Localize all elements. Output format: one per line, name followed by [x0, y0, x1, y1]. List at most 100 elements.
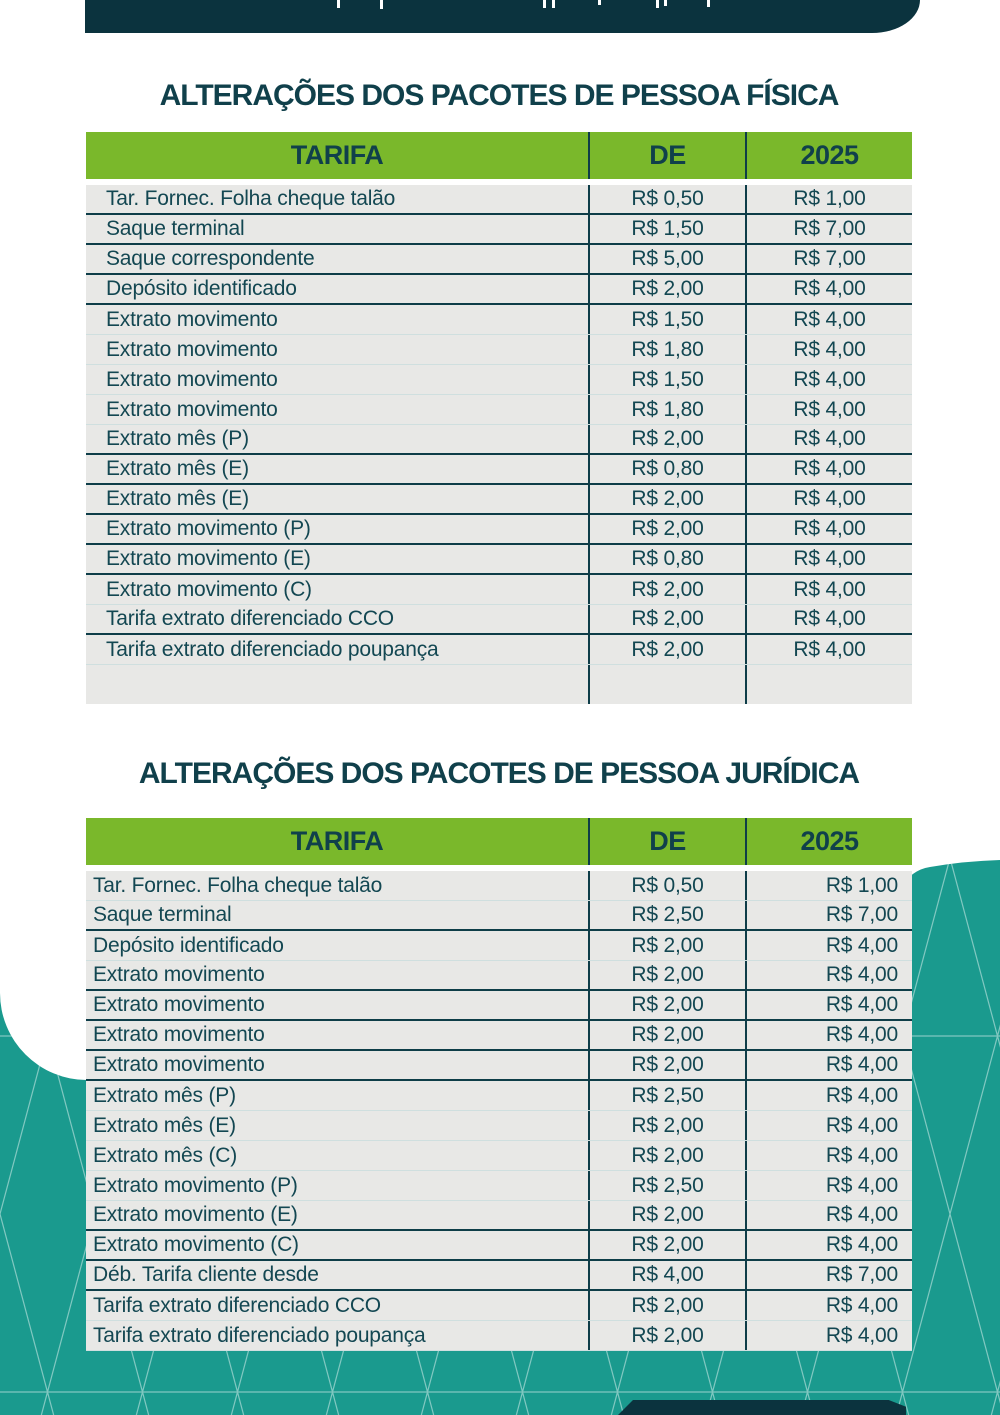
cell-tarifa: Depósito identificado: [93, 933, 284, 957]
table-row: Tarifa extrato diferenciado poupança R$ 2…: [86, 635, 912, 665]
cropped-text-remnant: [598, 0, 601, 5]
cell-tarifa: Extrato movimento (C): [106, 577, 312, 601]
cell-y2025: R$ 4,00: [745, 485, 912, 513]
cell-tarifa: Saque terminal: [93, 903, 232, 926]
cell-de: R$ 2,00: [588, 1111, 745, 1140]
cell-tarifa: Tar. Fornec. Folha cheque talão: [106, 187, 396, 210]
table-header-pessoa-fisica: TARIFA DE 2025: [86, 132, 912, 179]
cell-tarifa: Extrato movimento: [93, 963, 265, 986]
table-body-pessoa-juridica: Tar. Fornec. Folha cheque talão R$ 0,50 R$…: [86, 871, 912, 1351]
table-row: Extrato mês (P) R$ 2,00 R$ 4,00: [86, 425, 912, 455]
cell-de: R$ 2,00: [588, 1291, 745, 1320]
cell-y2025: R$ 4,00: [745, 931, 912, 960]
column-header-tarifa: TARIFA: [290, 826, 384, 856]
cell-y2025: R$ 4,00: [745, 335, 912, 364]
cell-y2025: R$ 4,00: [745, 1081, 912, 1110]
cell-y2025: R$ 4,00: [745, 1021, 912, 1049]
cell-y2025: R$ 4,00: [745, 1201, 912, 1229]
cell-de: R$ 2,00: [588, 275, 745, 303]
table-row: Extrato mês (E) R$ 2,00 R$ 4,00: [86, 1111, 912, 1141]
table-row: Tar. Fornec. Folha cheque talão R$ 0,50 R$…: [86, 185, 912, 215]
cell-tarifa: Extrato movimento: [93, 993, 265, 1016]
cell-y2025: R$ 4,00: [745, 365, 912, 394]
cell-de: R$ 2,00: [588, 961, 745, 989]
cell-tarifa: Tarifa extrato diferenciado CCO: [93, 1293, 381, 1317]
cell-y2025: R$ 4,00: [745, 635, 912, 664]
pessoa-juridica-section: ALTERAÇÕES DOS PACOTES DE PESSOA JURÍDIC…: [86, 756, 912, 1351]
pessoa-fisica-section: ALTERAÇÕES DOS PACOTES DE PESSOA FÍSICA …: [86, 78, 912, 704]
table-row: Extrato movimento R$ 2,00 R$ 4,00: [86, 1051, 912, 1081]
cell-de: R$ 2,50: [588, 1081, 745, 1110]
cell-y2025: R$ 4,00: [745, 575, 912, 604]
cell-y2025: R$ 7,00: [745, 901, 912, 929]
cell-empty: [86, 665, 588, 704]
cell-de: R$ 1,80: [588, 335, 745, 364]
cropped-text-remnant: [707, 0, 710, 7]
cropped-text-remnant: [552, 0, 555, 8]
table-row: Extrato mês (E) R$ 0,80 R$ 4,00: [86, 455, 912, 485]
column-header-tarifa: TARIFA: [290, 140, 384, 170]
table-row: Extrato mês (C) R$ 2,00 R$ 4,00: [86, 1141, 912, 1171]
cell-tarifa: Tar. Fornec. Folha cheque talão: [93, 873, 383, 897]
cell-de: R$ 0,80: [588, 455, 745, 483]
cell-tarifa: Extrato movimento: [106, 337, 278, 361]
table-row: Extrato mês (E) R$ 2,00 R$ 4,00: [86, 485, 912, 515]
cell-de: R$ 2,00: [588, 991, 745, 1019]
cell-tarifa: Depósito identificado: [106, 277, 297, 300]
cell-y2025: R$ 1,00: [745, 185, 912, 213]
blank-table-row: [86, 665, 912, 704]
cell-de: R$ 1,50: [588, 305, 745, 334]
cell-de: R$ 4,00: [588, 1261, 745, 1289]
cell-y2025: R$ 4,00: [745, 1321, 912, 1350]
table-row: Extrato movimento R$ 1,50 R$ 4,00: [86, 305, 912, 335]
cropped-text-remnant: [656, 0, 659, 8]
cell-tarifa: Extrato movimento: [93, 1023, 265, 1046]
table-row: Tarifa extrato diferenciado CCO R$ 2,00 R$…: [86, 1291, 912, 1321]
cell-tarifa: Tarifa extrato diferenciado poupança: [106, 637, 439, 661]
cell-tarifa: Saque correspondente: [106, 247, 315, 270]
cropped-text-remnant: [337, 0, 340, 8]
cell-de: R$ 2,00: [588, 1201, 745, 1229]
table-row: Extrato movimento (P) R$ 2,00 R$ 4,00: [86, 515, 912, 545]
cell-tarifa: Tarifa extrato diferenciado CCO: [106, 607, 394, 630]
column-header-2025: 2025: [745, 818, 912, 865]
cell-tarifa: Extrato mês (C): [93, 1143, 238, 1167]
cell-empty: [745, 665, 912, 704]
table-body-pessoa-fisica: Tar. Fornec. Folha cheque talão R$ 0,50 R$…: [86, 185, 912, 704]
table-row: Extrato movimento (P) R$ 2,50 R$ 4,00: [86, 1171, 912, 1201]
cell-de: R$ 2,00: [588, 575, 745, 604]
cell-y2025: R$ 4,00: [745, 455, 912, 483]
cell-y2025: R$ 4,00: [745, 425, 912, 453]
cell-de: R$ 1,50: [588, 365, 745, 394]
cell-tarifa: Extrato mês (E): [93, 1113, 236, 1137]
cell-de: R$ 2,00: [588, 635, 745, 664]
table-row: Extrato movimento R$ 2,00 R$ 4,00: [86, 1021, 912, 1051]
table-row: Extrato movimento (E) R$ 2,00 R$ 4,00: [86, 1201, 912, 1231]
cropped-text-remnant: [543, 0, 546, 8]
cell-y2025: R$ 1,00: [745, 871, 912, 900]
table-row: Extrato movimento (C) R$ 2,00 R$ 4,00: [86, 575, 912, 605]
table-row: Depósito identificado R$ 2,00 R$ 4,00: [86, 931, 912, 961]
cell-de: R$ 2,00: [588, 1051, 745, 1079]
cell-y2025: R$ 4,00: [745, 1231, 912, 1259]
page-title-pessoa-juridica: ALTERAÇÕES DOS PACOTES DE PESSOA JURÍDIC…: [138, 757, 860, 790]
table-row: Extrato movimento R$ 1,80 R$ 4,00: [86, 335, 912, 365]
cell-tarifa: Extrato mês (P): [93, 1083, 236, 1107]
cell-y2025: R$ 4,00: [745, 275, 912, 303]
cell-tarifa: Extrato movimento: [106, 307, 278, 331]
bottom-banner-bar: [618, 1400, 906, 1415]
cell-tarifa: Extrato movimento (E): [106, 547, 311, 570]
cell-y2025: R$ 4,00: [745, 395, 912, 424]
cell-de: R$ 5,00: [588, 245, 745, 273]
cell-de: R$ 2,00: [588, 1021, 745, 1049]
cell-y2025: R$ 4,00: [745, 515, 912, 543]
cell-de: R$ 2,00: [588, 605, 745, 633]
cell-y2025: R$ 7,00: [745, 245, 912, 273]
cell-y2025: R$ 4,00: [745, 545, 912, 573]
column-header-de: DE: [588, 132, 745, 179]
cropped-text-remnant: [664, 0, 667, 6]
table-row: Extrato movimento R$ 1,80 R$ 4,00: [86, 395, 912, 425]
cell-de: R$ 0,50: [588, 871, 745, 900]
cell-tarifa: Extrato mês (E): [106, 487, 249, 510]
table-row: Extrato movimento R$ 1,50 R$ 4,00: [86, 365, 912, 395]
